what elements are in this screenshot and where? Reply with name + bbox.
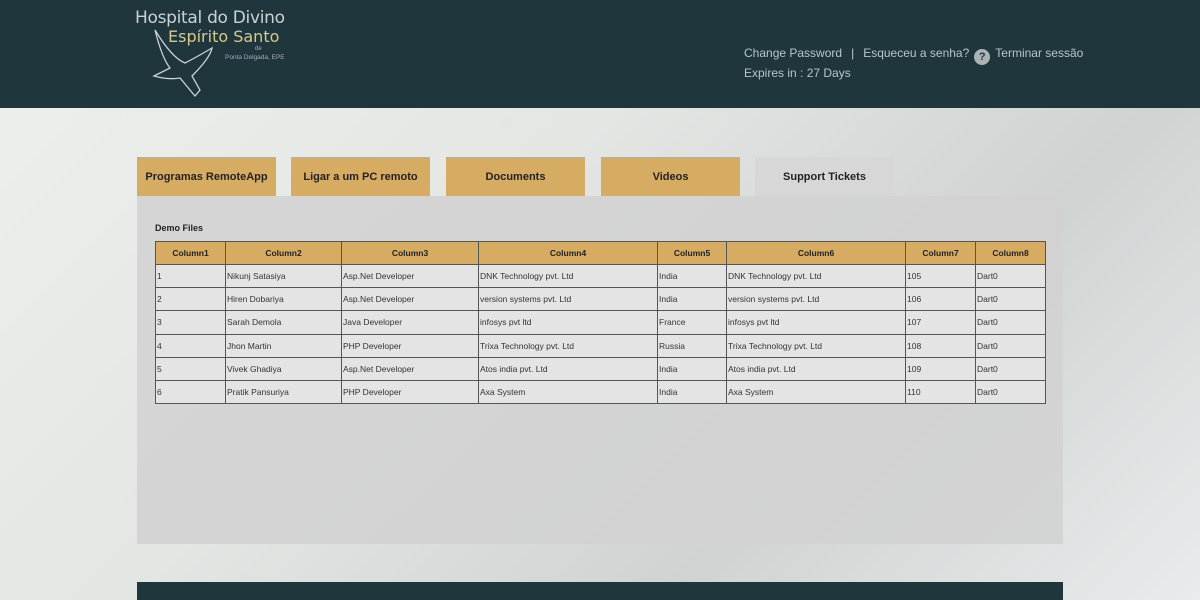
table-cell: Pratik Pansuriya [225,379,342,405]
column-header[interactable]: Column8 [975,241,1046,265]
table-cell: India [657,379,727,405]
top-header: Hospital do Divino Espírito Santo de Pon… [0,0,1200,108]
table-cell: Sarah Demola [225,310,342,335]
tab-remote-pc[interactable]: Ligar a um PC remoto [291,157,430,196]
table-cell: Dart0 [975,356,1046,381]
table-cell: Atos india pvt. Ltd [478,356,658,381]
table-row: 3 Sarah Demola Java Developer infosys pvt l… [155,310,1046,335]
logo-line3: de [255,46,262,52]
table-row: 2 Hiren Dobariya Asp.Net Developer version … [155,287,1046,312]
table-cell: 109 [905,356,976,381]
table-cell: Dart0 [975,287,1046,312]
table-cell: DNK Technology pvt. Ltd [726,263,906,289]
tab-support-tickets[interactable]: Support Tickets [755,157,894,196]
table-cell: Java Developer [341,310,479,335]
column-header[interactable]: Column5 [657,241,727,265]
table-cell: Russia [657,333,727,358]
table-cell: India [657,287,727,312]
table-cell: India [657,263,727,289]
table-cell: DNK Technology pvt. Ltd [478,263,658,289]
help-icon[interactable]: ? [974,49,991,65]
demo-files-table: Column1 Column2 Column3 Column4 Column5 Colum… [155,241,1046,405]
table-cell: Dart0 [975,379,1046,405]
table-cell: 3 [155,310,226,335]
table-cell: France [657,310,727,335]
tab-documents[interactable]: Documents [446,157,585,196]
table-cell: 1 [155,263,226,289]
table-cell: version systems pvt. Ltd [478,287,658,312]
panel-title: Demo Files [155,223,204,233]
column-header[interactable]: Column3 [341,241,479,265]
table-cell: Trixa Technology pvt. Ltd [726,333,906,358]
table-cell: Nikunj Satasiya [225,263,342,289]
table-cell: version systems pvt. Ltd [726,287,906,312]
account-links: Change Password | Esqueceu a senha?? Termin… [744,45,1083,81]
table-cell: 2 [155,287,226,312]
table-cell: Dart0 [975,263,1046,289]
table-row: 5 Vivek Ghadiya Asp.Net Developer Atos indi… [155,356,1046,381]
logo-line2: Espírito Santo [168,27,280,46]
logo-line1: Hospital do Divino [135,8,285,28]
table-cell: 108 [905,333,976,358]
table-cell: 5 [155,356,226,381]
table-cell: Dart0 [975,333,1046,358]
table-cell: Hiren Dobariya [225,287,342,312]
change-password-link[interactable]: Change Password [744,46,843,60]
expires-text: Expires in : 27 Days [744,66,851,80]
table-cell: 105 [905,263,976,289]
column-header[interactable]: Column6 [726,241,906,265]
table-cell: Trixa Technology pvt. Ltd [478,333,658,358]
table-cell: Asp.Net Developer [341,356,479,381]
table-cell: 107 [905,310,976,335]
table-cell: Vivek Ghadiya [225,356,342,381]
logout-link[interactable]: Terminar sessão [995,46,1084,60]
table-cell: Jhon Martin [225,333,342,358]
logo-line4: Ponta Delgada, EPE [225,54,285,61]
table-cell: Atos india pvt. Ltd [726,356,906,381]
tab-videos[interactable]: Videos [601,157,740,196]
table-cell: 110 [905,379,976,405]
footer-bar [137,582,1063,600]
column-header[interactable]: Column4 [478,241,658,265]
table-cell: infosys pvt ltd [726,310,906,335]
tab-remoteapp[interactable]: Programas RemoteApp [137,157,276,196]
column-header[interactable]: Column7 [905,241,976,265]
table-cell: Asp.Net Developer [341,263,479,289]
separator: | [851,46,855,60]
table-cell: Axa System [726,379,906,405]
content-panel: Demo Files Column1 Column2 Column3 Column4 C… [137,196,1063,544]
hospital-logo[interactable]: Hospital do Divino Espírito Santo de Pon… [135,8,285,100]
table-row: 4 Jhon Martin PHP Developer Trixa Technolog… [155,333,1046,358]
table-cell: 106 [905,287,976,312]
table-row: 1 Nikunj Satasiya Asp.Net Developer DNK Tec… [155,263,1046,289]
column-header[interactable]: Column2 [225,241,342,265]
table-cell: Dart0 [975,310,1046,335]
forgot-password-link[interactable]: Esqueceu a senha? [863,46,970,60]
table-cell: Asp.Net Developer [341,287,479,312]
table-cell: PHP Developer [341,333,479,358]
table-cell: Axa System [478,379,658,405]
table-cell: 6 [155,379,226,405]
table-cell: PHP Developer [341,379,479,405]
dove-icon [152,29,213,98]
column-header[interactable]: Column1 [155,241,226,265]
table-cell: India [657,356,727,381]
table-row: 6 Pratik Pansuriya PHP Developer Axa System… [155,379,1046,405]
table-cell: infosys pvt ltd [478,310,658,335]
table-cell: 4 [155,333,226,358]
